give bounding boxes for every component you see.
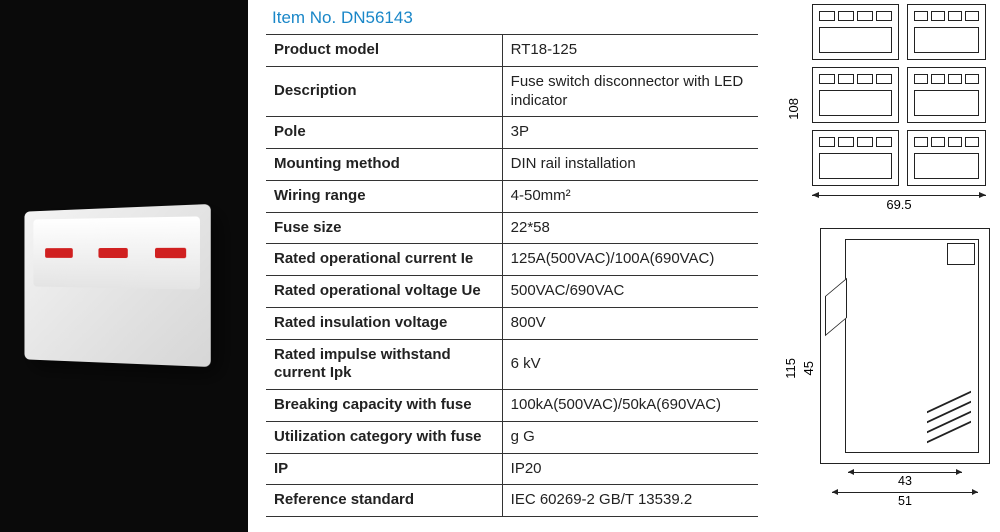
item-number: Item No. DN56143 <box>266 4 758 34</box>
dim-width-69-5: 69.5 <box>804 197 994 212</box>
spec-panel: Item No. DN56143 Product modelRT18-125De… <box>248 0 776 532</box>
table-row: Wiring range4-50mm² <box>266 180 758 212</box>
spec-label: Description <box>266 66 502 117</box>
spec-value: 800V <box>502 307 758 339</box>
spec-value: 500VAC/690VAC <box>502 276 758 308</box>
spec-label: IP <box>266 453 502 485</box>
led-indicator <box>155 248 186 258</box>
table-row: Rated impulse withstand current Ipk6 kV <box>266 339 758 390</box>
table-row: Pole3P <box>266 117 758 149</box>
table-row: Rated insulation voltage800V <box>266 307 758 339</box>
spec-label: Rated insulation voltage <box>266 307 502 339</box>
spec-label: Rated operational current Ie <box>266 244 502 276</box>
drawings-panel: 108 <box>776 0 1000 532</box>
spec-value: 4-50mm² <box>502 180 758 212</box>
spec-value: Fuse switch disconnector with LED indica… <box>502 66 758 117</box>
spec-label: Reference standard <box>266 485 502 517</box>
dim-51: 51 <box>820 494 990 508</box>
spec-value: DIN rail installation <box>502 149 758 181</box>
spec-label: Fuse size <box>266 212 502 244</box>
led-indicator <box>45 248 73 258</box>
product-photo-panel <box>0 0 248 532</box>
dim-45: 45 <box>801 361 816 375</box>
table-row: DescriptionFuse switch disconnector with… <box>266 66 758 117</box>
spec-value: 22*58 <box>502 212 758 244</box>
table-row: Mounting methodDIN rail installation <box>266 149 758 181</box>
side-view-drawing: 115 45 43 51 <box>782 228 994 508</box>
spec-value: 100kA(500VAC)/50kA(690VAC) <box>502 390 758 422</box>
spec-label: Pole <box>266 117 502 149</box>
dim-115: 115 <box>783 358 798 379</box>
spec-value: IEC 60269-2 GB/T 13539.2 <box>502 485 758 517</box>
spec-value: 6 kV <box>502 339 758 390</box>
table-row: Reference standardIEC 60269-2 GB/T 13539… <box>266 485 758 517</box>
table-row: Fuse size22*58 <box>266 212 758 244</box>
spec-label: Utilization category with fuse <box>266 421 502 453</box>
table-row: Utilization category with fuseg G <box>266 421 758 453</box>
table-row: IPIP20 <box>266 453 758 485</box>
spec-value: 3P <box>502 117 758 149</box>
spec-value: RT18-125 <box>502 35 758 67</box>
table-row: Product modelRT18-125 <box>266 35 758 67</box>
top-view-drawing: 108 <box>782 4 994 214</box>
spec-value: IP20 <box>502 453 758 485</box>
spec-table: Product modelRT18-125DescriptionFuse swi… <box>266 34 758 517</box>
spec-value: g G <box>502 421 758 453</box>
spec-label: Rated operational voltage Ue <box>266 276 502 308</box>
table-row: Rated operational voltage Ue500VAC/690VA… <box>266 276 758 308</box>
spec-label: Mounting method <box>266 149 502 181</box>
table-row: Rated operational current Ie125A(500VAC)… <box>266 244 758 276</box>
spec-value: 125A(500VAC)/100A(690VAC) <box>502 244 758 276</box>
dim-height-108: 108 <box>786 98 801 120</box>
device-render <box>18 188 218 378</box>
spec-label: Rated impulse withstand current Ipk <box>266 339 502 390</box>
spec-label: Product model <box>266 35 502 67</box>
led-indicator <box>98 248 127 258</box>
table-row: Breaking capacity with fuse100kA(500VAC)… <box>266 390 758 422</box>
spec-label: Wiring range <box>266 180 502 212</box>
dim-43: 43 <box>820 474 990 488</box>
spec-label: Breaking capacity with fuse <box>266 390 502 422</box>
